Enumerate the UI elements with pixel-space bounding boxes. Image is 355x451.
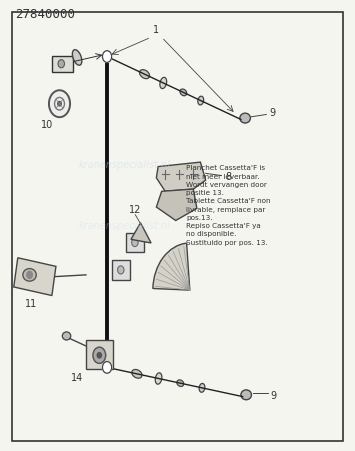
Text: 12: 12 bbox=[129, 204, 141, 214]
Ellipse shape bbox=[62, 332, 71, 340]
Circle shape bbox=[103, 51, 111, 63]
Ellipse shape bbox=[155, 373, 162, 384]
Ellipse shape bbox=[132, 370, 142, 378]
Ellipse shape bbox=[199, 384, 205, 392]
Ellipse shape bbox=[160, 78, 167, 89]
Text: 14: 14 bbox=[71, 373, 83, 382]
Text: 27840000: 27840000 bbox=[16, 8, 76, 21]
FancyBboxPatch shape bbox=[52, 56, 72, 73]
Ellipse shape bbox=[241, 390, 251, 400]
Text: 1: 1 bbox=[153, 25, 159, 35]
Circle shape bbox=[118, 266, 124, 274]
Text: 9: 9 bbox=[271, 390, 277, 400]
Text: kranenspecialist.nl: kranenspecialist.nl bbox=[79, 221, 171, 230]
Circle shape bbox=[103, 362, 111, 373]
Ellipse shape bbox=[240, 114, 250, 124]
Ellipse shape bbox=[198, 97, 204, 106]
Text: 8: 8 bbox=[225, 171, 231, 181]
Circle shape bbox=[93, 347, 106, 364]
Text: 9: 9 bbox=[270, 107, 276, 118]
Text: 11: 11 bbox=[25, 298, 38, 308]
Polygon shape bbox=[156, 163, 206, 192]
Ellipse shape bbox=[23, 269, 36, 281]
FancyBboxPatch shape bbox=[126, 233, 144, 253]
Circle shape bbox=[27, 272, 32, 279]
Text: kranenspecialist.nl: kranenspecialist.nl bbox=[79, 160, 171, 170]
FancyBboxPatch shape bbox=[112, 260, 130, 281]
Polygon shape bbox=[14, 258, 56, 296]
FancyBboxPatch shape bbox=[86, 340, 113, 369]
Text: 10: 10 bbox=[41, 120, 53, 130]
Circle shape bbox=[49, 91, 70, 118]
Polygon shape bbox=[156, 189, 197, 221]
Circle shape bbox=[97, 353, 102, 358]
Circle shape bbox=[58, 102, 61, 107]
Ellipse shape bbox=[180, 90, 187, 97]
Ellipse shape bbox=[140, 70, 149, 79]
Circle shape bbox=[58, 60, 65, 69]
Polygon shape bbox=[131, 223, 151, 244]
Text: Planchet Cassetta'F is
niet meer leverbaar.
Wordt vervangen door
positie 13.
Tab: Planchet Cassetta'F is niet meer leverba… bbox=[186, 165, 271, 245]
Circle shape bbox=[132, 239, 138, 247]
Wedge shape bbox=[153, 244, 190, 290]
Ellipse shape bbox=[177, 380, 184, 387]
Ellipse shape bbox=[72, 51, 82, 66]
